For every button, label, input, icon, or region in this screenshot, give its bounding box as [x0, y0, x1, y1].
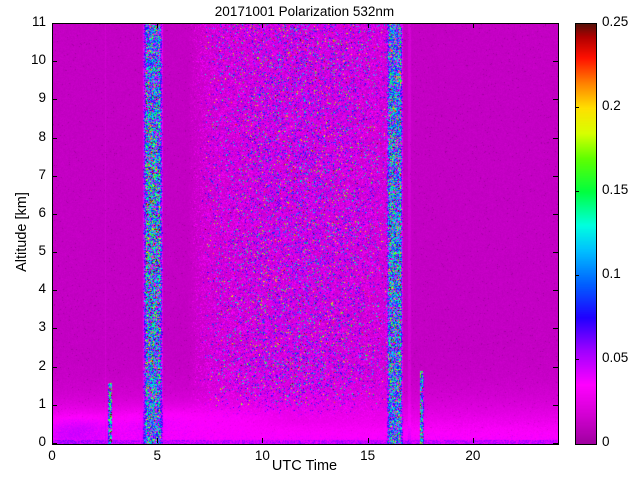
y-tick-label: 6 — [38, 204, 46, 220]
x-tick-top — [262, 23, 264, 28]
y-tick-right — [553, 61, 558, 63]
y-axis-label: Altitude [km] — [14, 192, 30, 272]
x-tick-top — [157, 23, 159, 28]
colorbar-gradient — [576, 24, 596, 444]
y-tick — [52, 366, 57, 368]
colorbar-tick-label: 0.05 — [602, 350, 629, 365]
y-tick-label: 7 — [38, 166, 46, 182]
colorbar-tick — [575, 359, 579, 360]
y-tick-label: 11 — [31, 14, 46, 29]
y-tick-label: 8 — [38, 128, 46, 144]
colorbar-tick-label: 0.2 — [602, 98, 621, 113]
colorbar-tick-label: 0.15 — [602, 182, 629, 197]
y-tick-right — [553, 252, 558, 254]
y-tick — [52, 443, 57, 444]
y-tick — [52, 252, 57, 254]
heatmap-plot-area[interactable] — [52, 23, 559, 445]
x-axis-label: UTC Time — [271, 458, 338, 474]
y-tick-right — [553, 23, 558, 24]
y-tick-right — [553, 137, 558, 139]
x-tick-label: 5 — [153, 448, 161, 463]
x-tick-label: 20 — [465, 448, 481, 463]
y-tick-label: 10 — [30, 52, 46, 68]
x-tick — [52, 438, 53, 443]
x-tick — [262, 438, 264, 443]
y-tick-label: 2 — [38, 357, 46, 373]
y-tick-label: 9 — [38, 90, 46, 106]
y-tick-right — [553, 175, 558, 177]
colorbar-tick — [575, 191, 579, 192]
y-tick — [52, 137, 57, 139]
page-title: 20171001 Polarization 532nm — [214, 4, 395, 19]
y-tick — [52, 328, 57, 330]
y-tick-label: 5 — [38, 243, 46, 259]
x-tick-label: 0 — [48, 448, 56, 463]
y-tick — [52, 290, 57, 292]
y-tick-right — [553, 213, 558, 215]
y-tick — [52, 23, 57, 24]
y-tick — [52, 213, 57, 215]
y-tick — [52, 404, 57, 406]
colorbar-tick — [575, 107, 579, 108]
x-tick-top — [52, 23, 53, 28]
y-tick-right — [553, 366, 558, 368]
y-tick-label: 0 — [38, 434, 46, 449]
colorbar-tick-label: 0 — [602, 434, 610, 449]
colorbar-tick-label: 0.25 — [602, 14, 629, 29]
x-tick — [157, 438, 159, 443]
heatmap-image — [53, 24, 558, 444]
colorbar[interactable] — [575, 23, 597, 445]
y-tick-label: 3 — [38, 319, 46, 335]
y-tick — [52, 99, 57, 101]
x-tick-top — [472, 23, 474, 28]
y-tick-label: 4 — [38, 281, 46, 297]
x-tick-top — [367, 23, 369, 28]
colorbar-tick — [575, 275, 579, 276]
y-tick-right — [553, 328, 558, 330]
x-tick — [367, 438, 369, 443]
y-tick — [52, 61, 57, 63]
x-tick-label: 10 — [254, 448, 270, 463]
y-tick-right — [553, 99, 558, 101]
x-tick — [472, 438, 474, 443]
y-tick-right — [553, 290, 558, 292]
x-tick-label: 15 — [360, 448, 376, 463]
y-tick — [52, 175, 57, 177]
y-tick-right — [553, 404, 558, 406]
colorbar-tick-label: 0.1 — [602, 266, 621, 281]
y-tick-right — [553, 443, 558, 444]
y-tick-label: 1 — [38, 395, 46, 411]
